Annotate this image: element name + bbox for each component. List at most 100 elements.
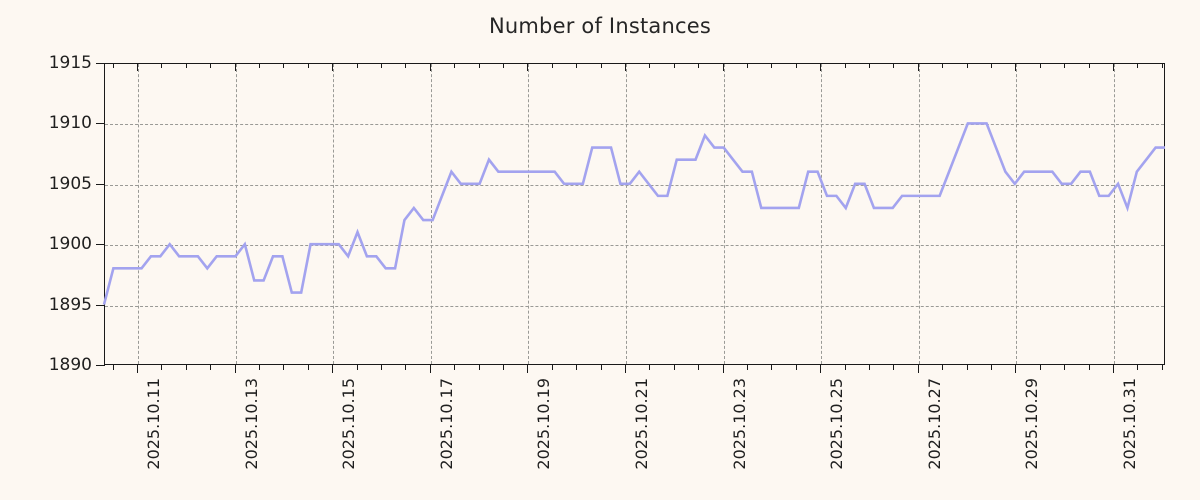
gridline-vertical [138, 64, 139, 364]
x-tick-label: 2025.10.19 [534, 378, 554, 470]
x-tick-mark-minor-top [185, 63, 187, 68]
x-tick-mark [429, 365, 431, 373]
x-tick-mark-minor [551, 365, 553, 370]
gridline-vertical [821, 64, 823, 364]
x-tick-mark-minor [210, 365, 212, 370]
x-tick-label: 2025.10.21 [632, 378, 651, 470]
x-tick-mark-minor [478, 365, 480, 370]
x-tick-mark-minor-top [771, 63, 773, 68]
x-tick-mark-minor-top [161, 63, 163, 68]
x-tick-mark-minor-top [112, 63, 114, 68]
x-tick-mark-top [1015, 63, 1017, 71]
y-tick-label: 1915 [48, 53, 92, 73]
x-tick-mark-minor-top [551, 63, 553, 68]
x-tick-mark-minor [356, 365, 358, 370]
x-tick-mark-minor-top [381, 63, 382, 68]
y-tick-label: 1890 [48, 355, 92, 375]
x-tick-mark-top [527, 63, 529, 71]
y-tick-mark [96, 123, 105, 125]
x-tick-mark-minor-top [356, 63, 358, 68]
x-tick-mark-top [137, 63, 138, 71]
y-tick-mark [96, 244, 105, 246]
x-tick-mark-minor [259, 365, 260, 370]
x-tick-mark-minor [381, 365, 382, 370]
x-tick-mark-top [332, 63, 334, 71]
x-tick-mark-minor [991, 365, 992, 370]
y-tick-mark [96, 365, 105, 366]
x-tick-label: 2025.10.27 [924, 378, 944, 470]
gridline-vertical [1114, 64, 1115, 364]
x-tick-mark-minor [966, 365, 968, 370]
chart-title: Number of Instances [488, 14, 711, 38]
x-tick-mark-minor-top [869, 63, 870, 68]
x-tick-mark-minor-top [283, 63, 285, 68]
x-tick-mark-minor [844, 365, 846, 370]
x-tick-mark [234, 365, 236, 373]
gridline-vertical [528, 64, 530, 364]
x-tick-mark [527, 365, 529, 373]
x-tick-mark-minor [405, 365, 407, 370]
x-tick-mark-top [1113, 63, 1114, 71]
x-tick-mark-minor [771, 365, 773, 370]
x-tick-mark-minor-top [673, 63, 675, 68]
x-tick-mark-minor-top [1137, 63, 1139, 68]
gridline-horizontal [105, 124, 1164, 126]
y-tick-label: 1905 [48, 173, 92, 194]
gridline-vertical [626, 64, 627, 364]
y-tick-mark [96, 304, 105, 306]
x-tick-mark-minor [893, 365, 895, 370]
x-tick-mark-minor [1161, 365, 1163, 370]
y-tick-label: 1895 [48, 294, 92, 315]
x-tick-mark-minor-top [1161, 63, 1163, 68]
x-tick-mark-minor [673, 365, 675, 370]
x-tick-label: 2025.10.31 [1120, 378, 1139, 470]
x-tick-label: 2025.10.25 [827, 378, 847, 470]
y-tick-mark [96, 63, 105, 64]
x-tick-mark-minor-top [259, 63, 260, 68]
gridline-vertical [1016, 64, 1018, 364]
x-tick-mark-minor-top [844, 63, 846, 68]
x-tick-mark-minor [1064, 365, 1066, 370]
x-tick-mark-minor-top [698, 63, 700, 68]
x-tick-mark-minor [307, 365, 309, 370]
x-tick-mark-minor-top [307, 63, 309, 68]
x-tick-mark-minor-top [795, 63, 797, 68]
gridline-vertical [333, 64, 335, 364]
x-tick-mark-minor-top [1039, 63, 1041, 68]
x-tick-mark-minor [747, 365, 748, 370]
y-tick-mark [96, 183, 105, 185]
x-tick-mark-minor [1088, 365, 1090, 370]
x-tick-mark-minor-top [600, 63, 602, 68]
x-tick-mark-minor [1137, 365, 1139, 370]
x-tick-mark-minor [503, 365, 504, 370]
x-tick-mark-minor [869, 365, 870, 370]
x-tick-mark [722, 365, 724, 373]
x-tick-mark-minor [649, 365, 651, 370]
gridline-vertical [918, 64, 920, 364]
x-tick-mark-minor-top [991, 63, 992, 68]
x-tick-mark-minor [600, 365, 602, 370]
gridline-vertical [235, 64, 237, 364]
gridline-horizontal [105, 184, 1164, 186]
gridline-vertical [723, 64, 725, 364]
x-tick-mark [137, 365, 138, 373]
x-tick-mark-minor [161, 365, 163, 370]
x-tick-mark-minor-top [649, 63, 651, 68]
x-tick-mark-top [429, 63, 431, 71]
x-tick-mark-minor-top [405, 63, 407, 68]
x-tick-mark-minor-top [966, 63, 968, 68]
x-tick-mark [1113, 365, 1114, 373]
x-tick-mark-top [820, 63, 822, 71]
gridline-horizontal [105, 305, 1164, 307]
x-tick-mark-minor [454, 365, 456, 370]
x-tick-mark [917, 365, 919, 373]
x-tick-mark-minor-top [210, 63, 212, 68]
x-tick-mark-minor-top [1064, 63, 1066, 68]
x-tick-mark-minor [1039, 365, 1041, 370]
x-tick-label: 2025.10.15 [339, 378, 359, 470]
x-tick-label: 2025.10.29 [1022, 378, 1042, 470]
x-tick-mark-top [625, 63, 626, 71]
x-tick-label: 2025.10.11 [144, 378, 163, 470]
x-tick-mark-minor-top [503, 63, 504, 68]
x-tick-mark-minor [112, 365, 114, 370]
